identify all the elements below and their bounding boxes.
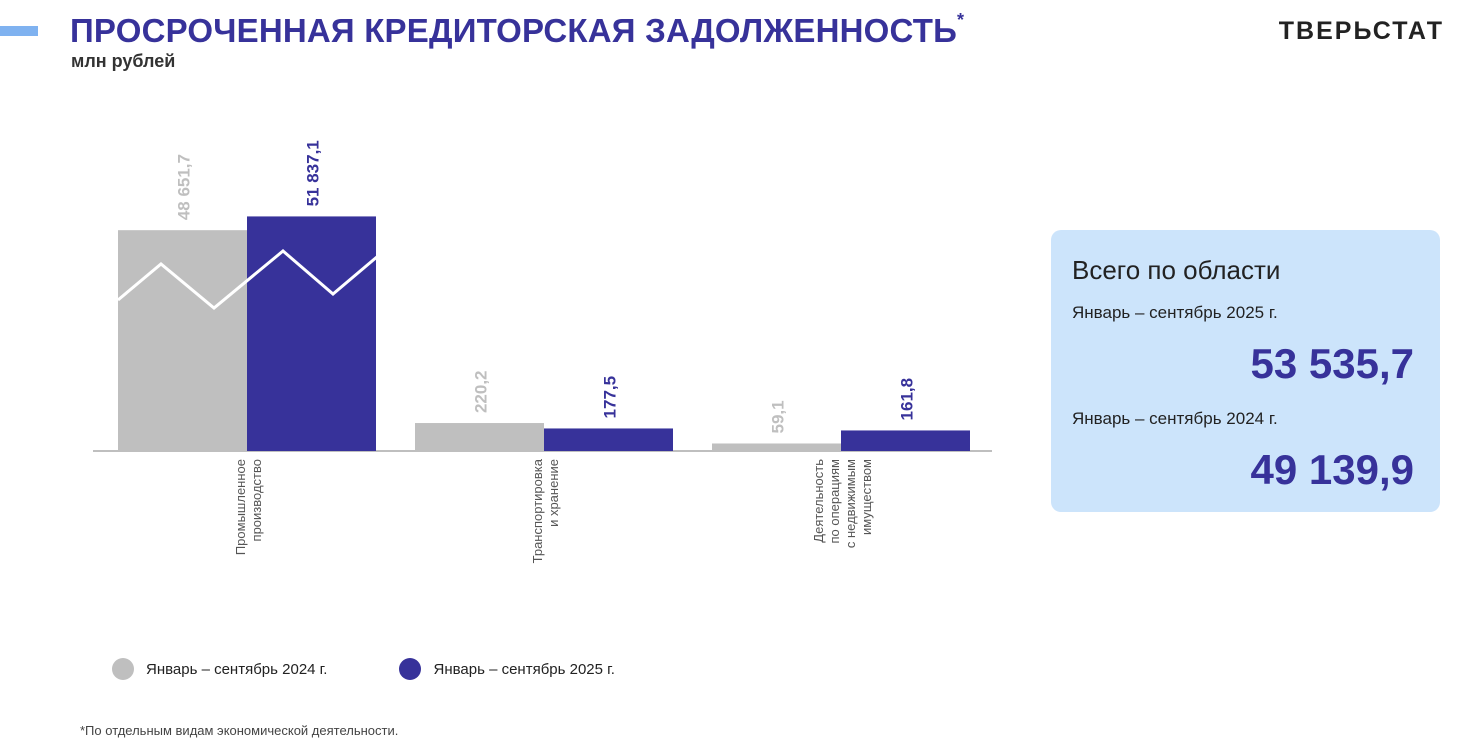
total-period-2025: Январь – сентябрь 2025 г. bbox=[1072, 303, 1278, 322]
total-summary-card: Всего по области Январь – сентябрь 2025 … bbox=[1051, 230, 1440, 512]
total-card-title: Всего по области bbox=[1072, 255, 1281, 285]
footnote: *По отдельным видам экономической деятел… bbox=[80, 723, 399, 738]
category-label-3-line-1: Деятельность bbox=[811, 459, 826, 543]
category-label-2-line-2: и хранение bbox=[546, 459, 561, 527]
data-label-2024-2: 220,2 bbox=[472, 370, 491, 413]
bar-2025-2 bbox=[544, 428, 673, 451]
accent-bar bbox=[0, 26, 38, 36]
legend-swatch-2025 bbox=[399, 658, 422, 680]
tverstat-logo: ТВЕРЬСТАТ bbox=[1278, 17, 1444, 45]
total-period-2024: Январь – сентябрь 2024 г. bbox=[1072, 409, 1278, 428]
bar-2024-1 bbox=[118, 230, 247, 451]
total-value-2025: 53 535,7 bbox=[1250, 340, 1415, 387]
data-label-2025-1: 51 837,1 bbox=[304, 140, 323, 206]
bar-2024-3 bbox=[712, 443, 841, 451]
category-label-3-line-3: с недвижимым bbox=[843, 459, 858, 548]
legend-label-2024: Январь – сентябрь 2024 г. bbox=[146, 660, 328, 678]
title-text: ПРОСРОЧЕННАЯ КРЕДИТОРСКАЯ ЗАДОЛЖЕННОСТЬ bbox=[70, 12, 957, 49]
category-label-2-line-1: Транспортировка bbox=[530, 458, 545, 563]
total-value-2024: 49 139,9 bbox=[1250, 446, 1415, 493]
legend-item-2024: Январь – сентябрь 2024 г. bbox=[112, 658, 327, 680]
category-label-1-line-1: Промышленное bbox=[233, 459, 248, 555]
axis-break-marker bbox=[117, 249, 379, 310]
category-label-1-line-2: производство bbox=[249, 459, 264, 541]
data-label-2025-3: 161,8 bbox=[898, 378, 917, 421]
legend-label-2025: Январь – сентябрь 2025 г. bbox=[433, 660, 615, 678]
unit-label: млн рублей bbox=[71, 51, 176, 71]
data-label-2024-1: 48 651,7 bbox=[175, 154, 194, 220]
data-label-2025-2: 177,5 bbox=[601, 376, 620, 419]
category-label-3-line-4: имуществом bbox=[859, 459, 874, 535]
bar-2025-3 bbox=[841, 430, 970, 451]
bar-chart: 48 651,7 51 837,1 Промышленное производство… bbox=[93, 140, 992, 563]
title-footnote-mark: * bbox=[957, 10, 965, 30]
chart-legend: Январь – сентябрь 2024 г. Январь – сентя… bbox=[112, 658, 687, 680]
legend-item-2025: Январь – сентябрь 2025 г. bbox=[399, 658, 615, 680]
category-label-3-line-2: по операциям bbox=[827, 459, 842, 544]
bar-2024-2 bbox=[415, 423, 544, 451]
data-label-2024-3: 59,1 bbox=[769, 400, 788, 433]
page-title: ПРОСРОЧЕННАЯ КРЕДИТОРСКАЯ ЗАДОЛЖЕННОСТЬ* bbox=[70, 10, 965, 50]
legend-swatch-2024 bbox=[112, 658, 134, 680]
bar-2025-1 bbox=[247, 216, 376, 451]
